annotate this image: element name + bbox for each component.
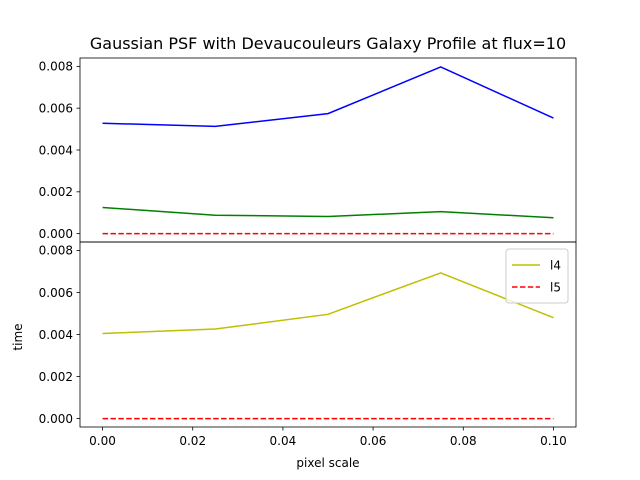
y-tick-label: 0.004 (39, 328, 73, 342)
legend-box (505, 248, 569, 304)
y-tick-label: 0.002 (39, 370, 73, 384)
y-tick-label: 0.008 (39, 244, 73, 258)
legend-label-l4: l4 (550, 259, 561, 273)
x-tick-label: 0.00 (89, 434, 116, 448)
y-tick-label: 0.002 (39, 185, 73, 199)
axes-frame (79, 241, 577, 428)
series-line-l4 (102, 272, 554, 335)
y-tick-label: 0.000 (39, 227, 73, 241)
y-tick-label: 0.006 (39, 286, 73, 300)
bottom-panel: 0.000 0.002 0.004 0.006 0.008 0.00 0.02 0.04 0.0… (39, 241, 577, 448)
legend-label-l5: l5 (550, 281, 561, 295)
y-tick-label: 0.004 (39, 143, 73, 157)
top-panel: 0.000 0.002 0.004 0.006 0.008 (39, 57, 577, 243)
series-line-1 (102, 66, 554, 128)
series-line-2 (102, 206, 554, 219)
x-tick-label: 0.06 (360, 434, 387, 448)
y-tick-label: 0.000 (39, 412, 73, 426)
legend: l4 l5 (505, 248, 569, 304)
x-tick-label: 0.08 (450, 434, 477, 448)
y-tick-label: 0.006 (39, 101, 73, 115)
x-axis-label: pixel scale (296, 456, 359, 470)
x-tick-label: 0.10 (540, 434, 567, 448)
x-tick-label: 0.02 (179, 434, 206, 448)
chart-title: Gaussian PSF with Devaucouleurs Galaxy P… (90, 34, 566, 53)
x-tick-label: 0.04 (270, 434, 297, 448)
y-axis-label: time (11, 323, 25, 350)
y-tick-label: 0.008 (39, 60, 73, 74)
